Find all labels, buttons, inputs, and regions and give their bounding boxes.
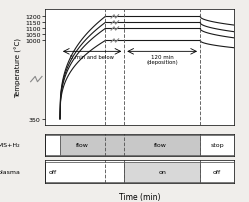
Y-axis label: Temperature (°C): Temperature (°C) bbox=[15, 38, 22, 98]
Bar bbox=[45, 135, 60, 156]
Text: 5 min and below: 5 min and below bbox=[70, 55, 114, 60]
Text: off: off bbox=[213, 169, 221, 174]
Text: flow: flow bbox=[154, 142, 167, 147]
Text: (deposition): (deposition) bbox=[146, 59, 178, 64]
Bar bbox=[200, 162, 234, 182]
Bar bbox=[200, 135, 234, 156]
Bar bbox=[45, 162, 124, 182]
Text: off: off bbox=[48, 169, 57, 174]
Text: DMS+H₂: DMS+H₂ bbox=[0, 142, 20, 147]
Bar bbox=[60, 135, 200, 156]
Text: flow: flow bbox=[76, 142, 89, 147]
Text: Time (min): Time (min) bbox=[119, 192, 160, 201]
Text: stop: stop bbox=[210, 142, 224, 147]
Text: plasma: plasma bbox=[0, 169, 20, 174]
Bar bbox=[45, 45, 234, 112]
Text: 120 min: 120 min bbox=[151, 55, 174, 60]
Bar bbox=[124, 162, 200, 182]
Text: on: on bbox=[158, 169, 166, 174]
